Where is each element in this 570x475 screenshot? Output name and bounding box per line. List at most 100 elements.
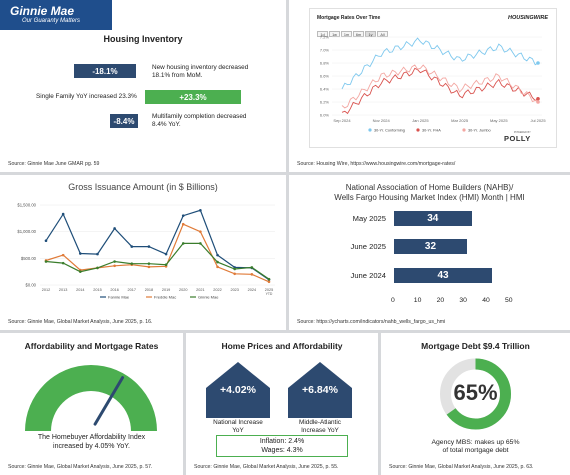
inflation-value: Inflation: 2.4% — [259, 438, 305, 445]
gross-issuance-panel: Gross Issuance Amount (in $ Billions) $1… — [0, 175, 286, 330]
rates-legend-marker — [368, 128, 372, 132]
inventory-new-text-line2: 18.1% from MoM. — [152, 71, 203, 79]
gross-x-tick: 2016 — [110, 288, 118, 292]
range-button-all[interactable]: All — [377, 31, 388, 37]
mortgage-debt-percent: 65% — [453, 380, 498, 405]
gross-data-point — [164, 263, 168, 267]
gross-data-point — [181, 242, 185, 245]
rates-y-tick: 6.8% — [320, 61, 330, 66]
gross-data-point — [79, 270, 82, 273]
rates-series-endpoint — [536, 96, 540, 101]
gross-data-point — [216, 265, 219, 269]
gross-data-point — [61, 212, 65, 216]
gross-data-point — [147, 265, 151, 269]
gross-data-point — [267, 280, 271, 284]
affordability-caption: The Homebuyer Affordability Index increa… — [0, 434, 183, 451]
gross-x-tick: 2025 — [265, 288, 273, 292]
range-button-1w[interactable]: 1w — [329, 31, 340, 37]
gross-data-point — [181, 222, 185, 226]
donut-fill — [440, 358, 511, 430]
housing-inventory-panel: Ginnie Mae Our Guaranty Matters Housing … — [0, 0, 286, 172]
gross-x-tick: 2019 — [162, 288, 170, 292]
national-increase-label-line1: National Increase — [213, 419, 263, 426]
gross-data-point — [216, 260, 219, 264]
rates-chart-card: Mortgage Rates Over Time HOUSINGWIRE 1d 1… — [309, 8, 557, 148]
gross-y-tick: $1,500.00 — [17, 203, 36, 208]
gross-y-tick: $500.00 — [21, 256, 37, 261]
rates-x-tick: Jul 2025 — [530, 118, 546, 123]
wages-value: Wages: 4.3% — [261, 447, 303, 454]
gross-data-point — [233, 272, 236, 276]
inflation-wages-box: Inflation: 2.4% Wages: 4.3% — [216, 435, 348, 457]
gross-data-point — [61, 253, 65, 257]
rates-line-chart: 7.2% 7.0% 6.8% 6.6% 6.4% 6.2% 6.0%Sep 2024 Nov … — [320, 35, 546, 133]
rates-series-endpoint — [536, 61, 540, 65]
range-button-1d[interactable]: 1d — [317, 31, 328, 37]
gross-x-tick: 2020 — [179, 288, 187, 292]
rates-y-tick: 7.0% — [320, 48, 330, 53]
gross-data-point — [61, 261, 65, 265]
gross-legend-label: Ginnie Mae — [198, 295, 219, 300]
affordability-caption-line2: increased by 4.05% YoY. — [53, 442, 130, 450]
inventory-multifamily-text: Multifamily completion decreased 8.4% Yo… — [152, 113, 246, 128]
inventory-new-text: New housing inventory decreased 18.1% fr… — [152, 64, 248, 79]
house-icon — [206, 362, 270, 418]
gross-data-point — [233, 267, 236, 271]
rates-source: Source: Housing Wire, https://www.housin… — [297, 161, 456, 167]
range-button-6m[interactable]: 6m — [353, 31, 364, 37]
gross-data-point — [96, 266, 99, 270]
rates-x-tick: May 2025 — [490, 118, 508, 123]
housingwire-logo: HOUSINGWIRE — [507, 15, 548, 21]
national-house-graphic: +4.02% — [206, 362, 270, 418]
gross-data-point — [216, 253, 219, 257]
rates-y-tick: 6.6% — [320, 74, 330, 79]
gross-x-tick: 2021 — [196, 288, 204, 292]
inventory-multifamily-text-line2: 8.4% YoY. — [152, 120, 181, 128]
gross-data-point — [250, 266, 254, 269]
midatlantic-increase-label: Middle-Atlantic Increase YoY — [282, 419, 358, 434]
gross-legend-label: Freddie Mac — [154, 295, 176, 300]
mortgage-debt-panel: Mortgage Debt $9.4 Trillion 65% Agency M… — [381, 333, 570, 475]
mortgage-debt-caption-line1: Agency MBS: makes up 65% — [431, 439, 520, 446]
national-increase-value: +4.02% — [220, 384, 256, 396]
rates-x-tick: Mar 2025 — [451, 118, 469, 123]
rates-x-tick: Nov 2024 — [373, 118, 391, 123]
gross-data-point — [79, 252, 82, 255]
range-button-1y[interactable]: 1y — [365, 31, 376, 37]
hmi-title-line2: Wells Fargo Housing Market Index (HMI) M… — [334, 193, 525, 202]
rates-legend-label: 30-Yr. Jumbo — [468, 129, 491, 133]
inventory-new-text-line1: New housing inventory decreased — [152, 64, 249, 71]
national-increase-label: National Increase YoY — [200, 419, 276, 434]
gross-issuance-line-chart: $1,500.00 $1,000.00 $500.00 $0.00 2012 2013 20… — [17, 203, 275, 300]
affordability-caption-line1: The Homebuyer Affordability Index — [37, 434, 146, 441]
gross-series-line — [45, 242, 270, 280]
ginnie-mae-tagline: Our Guaranty Matters — [22, 18, 81, 24]
range-button-1m[interactable]: 1m — [341, 31, 352, 37]
inventory-single-family-value: +23.3% — [145, 90, 241, 104]
rates-chart-title: Mortgage Rates Over Time — [317, 15, 381, 21]
home-prices-source: Source: Ginnie Mae, Global Market Analys… — [194, 464, 339, 470]
gross-data-point — [267, 277, 271, 281]
polly-logo: POWERED BY POLLY — [504, 131, 531, 143]
inventory-source: Source: Ginnie Mae June GMAR pg. 59 — [8, 161, 100, 167]
rates-series-endpoint — [536, 100, 540, 104]
gross-data-point — [44, 260, 48, 263]
rates-legend-label: 30-Yr. Conforming — [374, 129, 405, 133]
gross-source: Source: Ginnie Mae, Global Market Analys… — [8, 319, 153, 325]
gross-data-point — [250, 273, 254, 276]
rates-legend-marker — [462, 128, 466, 132]
gross-x-tick: 2013 — [59, 288, 67, 292]
rates-x-tick: Sep 2024 — [333, 118, 351, 123]
rates-y-tick: 6.0% — [320, 113, 330, 118]
gross-data-point — [199, 230, 202, 233]
house-icon — [288, 362, 352, 418]
mortgage-debt-source: Source: Ginnie Mae, Global Market Analys… — [389, 464, 534, 470]
rates-x-tick: Jan 2025 — [412, 118, 429, 123]
gross-series-line — [45, 223, 270, 283]
ginnie-mae-logo: Ginnie Mae — [10, 4, 75, 18]
home-prices-title: Home Prices and Affordability — [221, 341, 343, 351]
gross-x-tick: 2012 — [42, 288, 50, 292]
rates-series-line — [341, 67, 539, 115]
gross-x-tick: 2017 — [128, 288, 136, 292]
rates-legend-label: 30-Yr. FHA — [422, 129, 441, 133]
